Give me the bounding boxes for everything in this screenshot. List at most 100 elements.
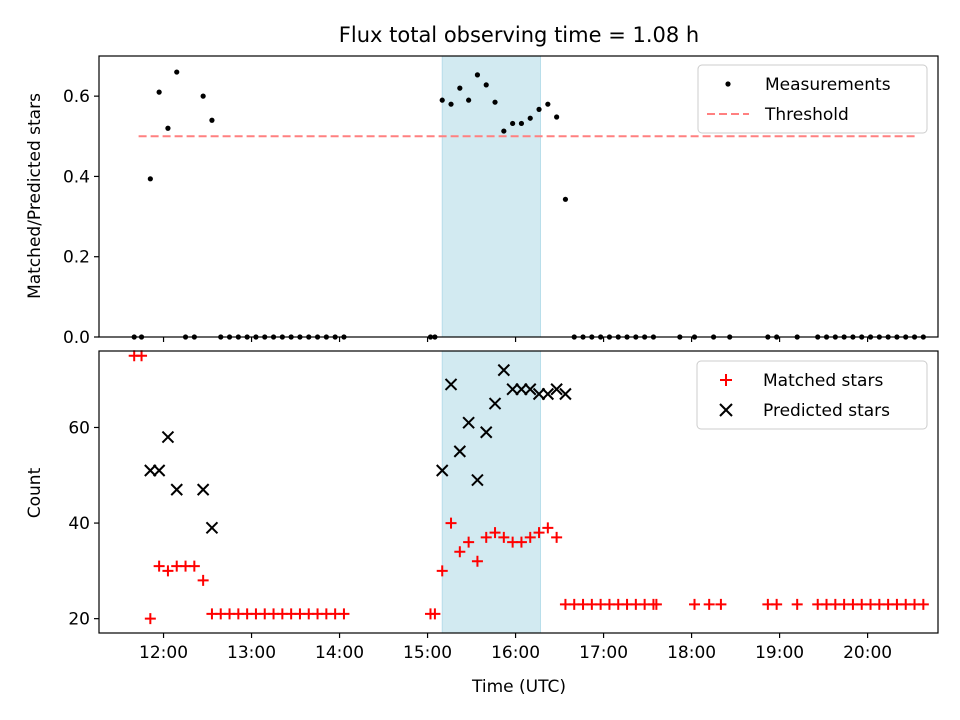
measurement-point xyxy=(165,125,171,131)
predicted-star-point xyxy=(152,464,166,477)
measurement-point xyxy=(483,82,489,88)
x-tick-label: 14:00 xyxy=(315,643,364,663)
matched-star-point xyxy=(188,560,200,572)
measurement-point xyxy=(492,99,498,105)
matched-star-point xyxy=(650,598,662,610)
predicted-star-point xyxy=(453,445,467,458)
measurement-point xyxy=(147,176,153,182)
x-tick-label: 19:00 xyxy=(755,643,804,663)
predicted-star-point xyxy=(144,464,157,477)
matched-star-point xyxy=(689,598,701,610)
x-tick-label: 18:00 xyxy=(667,643,716,663)
predicted-star-point xyxy=(506,383,519,396)
matched-star-point xyxy=(791,598,803,610)
matched-star-point xyxy=(489,527,501,539)
ratio-legend-box xyxy=(697,64,928,134)
measurement-point xyxy=(510,120,516,127)
matched-star-point xyxy=(162,565,174,577)
predicted-star-point xyxy=(488,397,502,410)
measurement-point xyxy=(156,89,162,95)
predicted-star-point xyxy=(161,430,175,444)
ratio-panel: 0.0 0.2 0.4 0.6 Matched/Predicted stars Mea… xyxy=(25,55,939,348)
measurement-point xyxy=(466,97,472,103)
predicted-star-point xyxy=(497,363,511,377)
matched-star-point xyxy=(480,531,492,543)
legend-threshold-label: Threshold xyxy=(764,105,849,125)
matched-star-point xyxy=(524,531,536,543)
measurement-point xyxy=(200,93,206,99)
count-legend: Matched stars Predicted stars xyxy=(696,360,928,430)
matched-star-point xyxy=(498,531,510,543)
count-y-axis-label: Count xyxy=(25,467,45,518)
matched-star-point xyxy=(153,560,165,572)
matched-star-point xyxy=(463,536,475,548)
matched-star-point xyxy=(471,555,483,567)
predicted-star-point xyxy=(541,387,555,401)
x-tick-label: 12:00 xyxy=(139,643,188,663)
measurement-point xyxy=(554,114,560,120)
measurement-point xyxy=(174,69,180,75)
matched-star-point xyxy=(454,546,466,558)
matched-star-point xyxy=(136,350,148,362)
matched-star-point xyxy=(429,608,441,620)
measurement-point xyxy=(439,97,445,103)
matched-star-point xyxy=(144,613,156,625)
predicted-star-point xyxy=(480,426,493,439)
observing-window-span xyxy=(441,350,542,634)
measurement-point xyxy=(209,117,215,123)
predicted-star-point xyxy=(524,383,537,396)
y-tick-label: 0.4 xyxy=(63,167,90,187)
x-tick-label: 13:00 xyxy=(227,643,276,663)
measurement-point xyxy=(474,72,481,78)
predicted-star-point xyxy=(515,383,528,396)
measurement-point xyxy=(545,101,551,107)
matched-star-point xyxy=(551,531,563,543)
x-tick-label: 20:00 xyxy=(843,643,892,663)
legend-measurements-label: Measurements xyxy=(765,75,891,95)
predicted-star-point xyxy=(436,464,449,477)
measurement-point xyxy=(518,120,525,127)
predicted-star-point xyxy=(559,387,572,401)
ratio-y-axis-label: Matched/Predicted stars xyxy=(25,93,45,299)
measurement-point xyxy=(536,106,542,112)
predicted-star-point xyxy=(205,521,219,535)
ratio-panel-frame xyxy=(98,55,939,338)
predicted-star-point xyxy=(444,378,458,391)
matched-star-point xyxy=(715,598,727,610)
matched-star-point xyxy=(338,608,350,620)
count-panel-frame xyxy=(98,350,939,634)
y-tick-label: 0.0 xyxy=(63,328,90,348)
matched-star-point xyxy=(771,598,783,610)
predicted-star-point xyxy=(471,473,484,487)
measurement-point xyxy=(562,196,569,202)
legend-predicted-label: Predicted stars xyxy=(763,401,890,421)
measurement-point xyxy=(501,128,507,134)
matched-star-point xyxy=(703,598,715,610)
x-tick-label: 16:00 xyxy=(491,643,540,663)
predicted-star-point xyxy=(196,483,210,496)
matched-star-point xyxy=(917,598,929,610)
measurement-point xyxy=(448,101,454,107)
matched-star-point xyxy=(197,574,209,586)
chart-title: Flux total observing time = 1.08 h xyxy=(339,23,699,47)
y-tick-label: 60 xyxy=(68,418,90,438)
matched-star-point xyxy=(515,536,527,548)
legend-predicted-marker xyxy=(719,403,733,417)
predicted-star-point xyxy=(170,483,183,496)
y-tick-label: 0.6 xyxy=(63,87,90,107)
y-tick-label: 0.2 xyxy=(63,248,90,268)
predicted-star-point xyxy=(550,383,563,396)
count-panel: 12:00 13:00 14:00 15:00 16:00 17:00 18:00 19:00… xyxy=(25,350,939,697)
measurement-point xyxy=(527,115,533,121)
ratio-legend: Measurements Threshold xyxy=(697,64,928,134)
matched-star-point xyxy=(445,517,457,529)
x-tick-label: 15:00 xyxy=(403,643,452,663)
matched-star-point xyxy=(436,565,448,577)
matched-star-point xyxy=(533,527,545,539)
legend-matched-label: Matched stars xyxy=(763,371,883,391)
measurement-point xyxy=(457,85,463,91)
count-legend-box xyxy=(696,360,928,430)
y-tick-label: 20 xyxy=(68,610,90,630)
matched-star-point xyxy=(542,522,554,534)
